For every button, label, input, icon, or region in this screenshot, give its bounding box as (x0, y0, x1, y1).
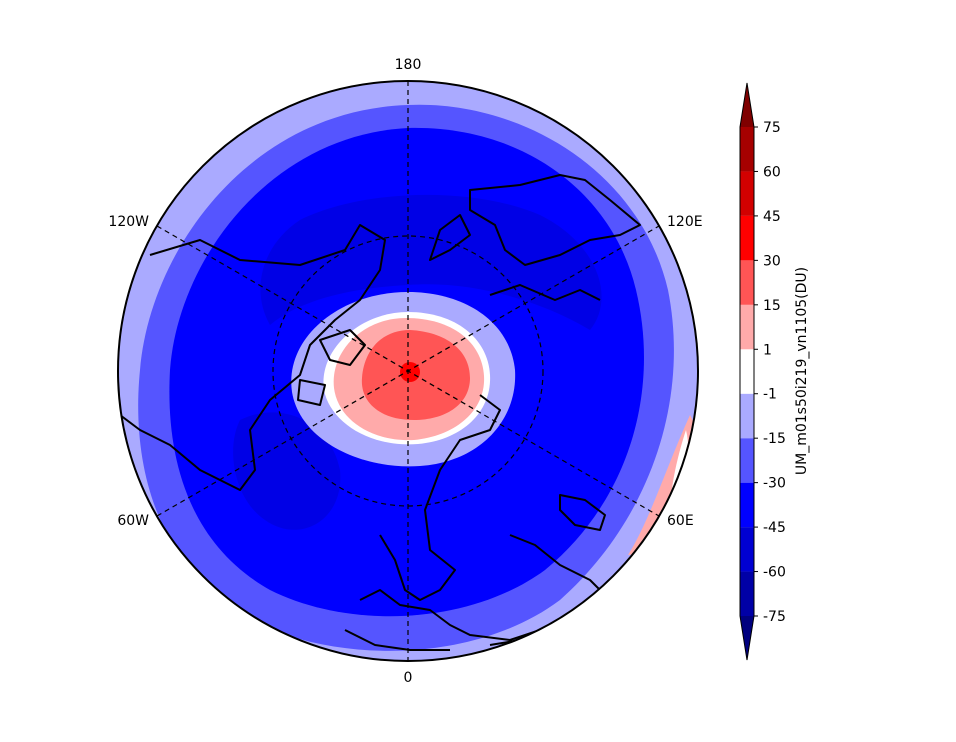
meridian-60w-120e (156, 225, 660, 517)
colorbar-bin (740, 127, 754, 172)
colorbar-bin (740, 304, 754, 350)
colorbar-bin (740, 527, 754, 572)
colorbar-tick-label: -45 (763, 520, 786, 536)
colorbar-bin (740, 260, 754, 305)
colorbar-label: UM_m01s50i219_vn1105(DU) (794, 267, 810, 475)
colorbar-tick-label: 60 (763, 164, 781, 180)
polar-map: 180 0 120W 120E 60W 60E (108, 57, 702, 686)
map-boundary (117, 80, 699, 662)
deep-negative-patches (233, 194, 602, 530)
colorbar-tick-label: 15 (763, 298, 781, 314)
colorbar-bin (740, 215, 754, 261)
colorbar-tick-label: -30 (763, 476, 786, 492)
colorbar-bin (740, 438, 754, 483)
colorbar-tick-label: 1 (763, 342, 772, 358)
colorbar-extend-top (740, 83, 754, 127)
colorbar-tick-label: -15 (763, 431, 786, 447)
colorbar-bin (740, 349, 754, 394)
colorbar-tick-label: 45 (763, 209, 781, 225)
colorbar-tick-label: -60 (763, 565, 786, 581)
colorbar: 75 60 45 30 15 1 -1 -15 -30 -45 -60 -75 (739, 82, 786, 661)
colorbar-bin (740, 571, 754, 616)
graticule (156, 81, 660, 661)
colorbar-bin (740, 482, 754, 528)
colorbar-bin (740, 171, 754, 216)
lon-label-lower-right: 60E (667, 513, 694, 529)
colorbar-tick-label: 75 (763, 120, 781, 136)
colorbar-tick-label: -1 (763, 387, 777, 403)
lon-label-lower-left: 60W (117, 513, 149, 529)
colorbar-extend-bottom (740, 616, 754, 660)
colorbar-tick-label: -75 (763, 609, 786, 625)
lon-label-upper-left: 120W (108, 214, 149, 230)
lon-label-bottom: 0 (404, 670, 413, 686)
parallel-circle (272, 235, 544, 507)
lon-label-upper-right: 120E (667, 214, 703, 230)
lon-label-top: 180 (395, 57, 422, 73)
colorbar-bin (740, 393, 754, 439)
colorbar-tick-label: 30 (763, 253, 781, 269)
